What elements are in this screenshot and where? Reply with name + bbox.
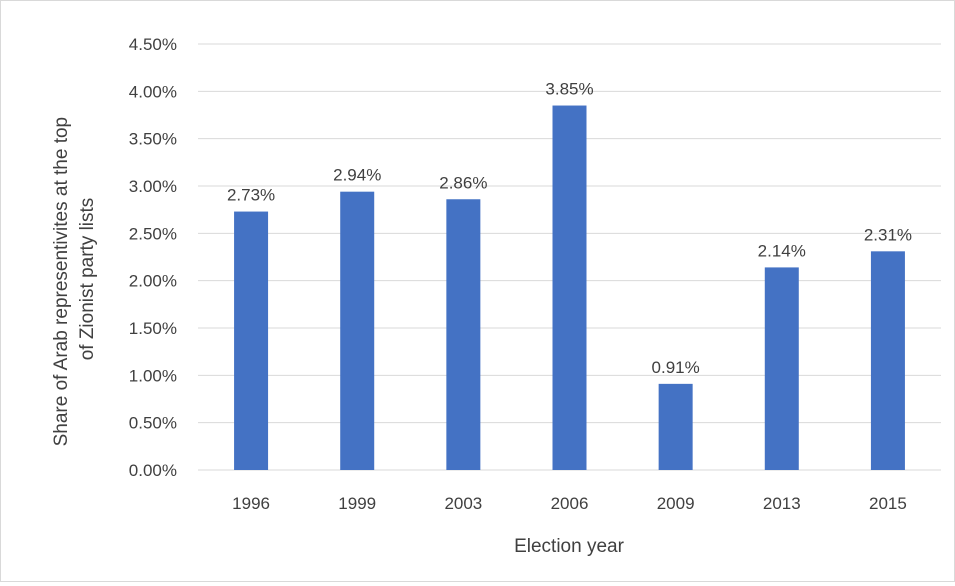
y-tick-label: 2.50% — [129, 224, 177, 243]
x-tick-label: 2009 — [657, 494, 695, 513]
x-tick-labels: 1996 1999 2003 2006 2009 2013 2015 — [232, 494, 907, 513]
x-tick-label: 1999 — [338, 494, 376, 513]
data-label-1999: 2.94% — [333, 166, 381, 185]
y-tick-label: 1.50% — [129, 319, 177, 338]
y-tick-label: 1.00% — [129, 366, 177, 385]
y-tick-label: 3.50% — [129, 130, 177, 149]
bar-2015 — [870, 251, 905, 470]
bars — [234, 105, 905, 471]
x-tick-label: 1996 — [232, 494, 270, 513]
x-axis-title: Election year — [514, 536, 625, 557]
data-labels: 2.73% 2.94% 2.86% 3.85% 0.91% 2.14% 2.31% — [227, 80, 912, 377]
y-tick-label: 4.50% — [129, 35, 177, 54]
data-label-2006: 3.85% — [545, 80, 593, 99]
data-label-2003: 2.86% — [439, 173, 487, 192]
data-label-2015: 2.31% — [864, 225, 912, 244]
data-label-1996: 2.73% — [227, 186, 275, 205]
x-tick-label: 2015 — [869, 494, 907, 513]
bar-1996 — [234, 211, 269, 470]
x-tick-label: 2013 — [763, 494, 801, 513]
y-tick-label: 0.50% — [129, 414, 177, 433]
y-axis-title-line-2: of Zionist party lists — [77, 198, 98, 361]
bar-2003 — [446, 199, 481, 470]
bar-2009 — [658, 383, 693, 470]
y-tick-label: 3.00% — [129, 177, 177, 196]
y-axis-title: Share of Arab representivites at the top… — [51, 112, 98, 447]
bar-2006 — [552, 105, 587, 471]
y-tick-label: 4.00% — [129, 82, 177, 101]
y-axis-title-line-1: Share of Arab representivites at the top — [51, 117, 72, 447]
x-tick-label: 2003 — [444, 494, 482, 513]
data-label-2013: 2.14% — [758, 241, 806, 260]
bar-2013 — [764, 267, 799, 470]
y-tick-labels: 0.00% 0.50% 1.00% 1.50% 2.00% 2.50% 3.00% 3.50%… — [129, 35, 177, 480]
y-tick-label: 2.00% — [129, 272, 177, 291]
x-tick-label: 2006 — [551, 494, 589, 513]
y-tick-label: 0.00% — [129, 461, 177, 480]
bar-1999 — [340, 191, 375, 470]
data-label-2009: 0.91% — [652, 358, 700, 377]
